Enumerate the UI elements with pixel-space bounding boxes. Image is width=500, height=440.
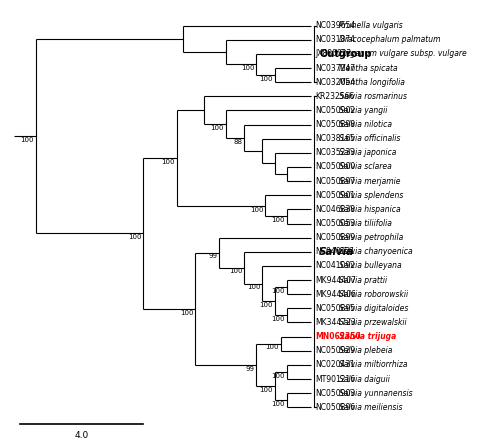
Text: Salvia przewalskii: Salvia przewalskii [340,318,407,327]
Text: Salvia: Salvia [319,247,354,257]
Text: NC035233: NC035233 [315,148,355,158]
Text: Salvia prattii: Salvia prattii [340,275,388,285]
Text: Salvia plebeia: Salvia plebeia [340,346,393,355]
Text: Origanum vulgare subsp. vulgare: Origanum vulgare subsp. vulgare [340,49,467,59]
Text: 100: 100 [250,206,264,213]
Text: 99: 99 [246,366,254,372]
Text: NC041092: NC041092 [315,261,355,271]
Text: NC050903: NC050903 [315,389,355,398]
Text: Salvia hispanica: Salvia hispanica [340,205,401,214]
Text: Salvia yangii: Salvia yangii [340,106,388,115]
Text: NC031874: NC031874 [315,35,355,44]
Text: Salvia rosmarinus: Salvia rosmarinus [340,92,407,101]
Text: NC050898: NC050898 [315,120,355,129]
Text: Mentha longifolia: Mentha longifolia [340,77,406,87]
Text: Salvia digitaloides: Salvia digitaloides [340,304,409,313]
Text: NC038165: NC038165 [315,134,355,143]
Text: NC050053: NC050053 [315,219,355,228]
Text: Salvia splendens: Salvia splendens [340,191,404,200]
Text: Salvia yunnanensis: Salvia yunnanensis [340,389,413,398]
Text: NC050901: NC050901 [315,191,355,200]
Text: Dracocephalum palmatum: Dracocephalum palmatum [340,35,441,44]
Text: Salvia officinalis: Salvia officinalis [340,134,401,143]
Text: NC050896: NC050896 [315,403,355,412]
Text: NC050929: NC050929 [315,346,355,355]
Text: JX880022: JX880022 [315,49,351,59]
Text: 100: 100 [128,234,141,240]
Text: NC050899: NC050899 [315,233,355,242]
Text: Salvia japonica: Salvia japonica [340,148,397,158]
Text: MK344723: MK344723 [315,318,356,327]
Text: Salvia chanyoenica: Salvia chanyoenica [340,247,413,257]
Text: 100: 100 [229,268,242,275]
Text: NC040121: NC040121 [315,247,355,257]
Text: MK944407: MK944407 [315,275,356,285]
Text: 100: 100 [272,373,285,379]
Text: 100: 100 [210,125,224,131]
Text: 100: 100 [20,137,34,143]
Text: MN062350: MN062350 [315,332,360,341]
Text: Salvia nilotica: Salvia nilotica [340,120,392,129]
Text: 100: 100 [272,217,285,223]
Text: Salvia miltiorrhiza: Salvia miltiorrhiza [340,360,408,370]
Text: 100: 100 [180,309,194,315]
Text: Salvia meiliensis: Salvia meiliensis [340,403,403,412]
Text: Salvia merjamie: Salvia merjamie [340,176,401,186]
Text: Salvia trijuga: Salvia trijuga [340,332,396,341]
Text: Mentha spicata: Mentha spicata [340,63,398,73]
Text: NC050895: NC050895 [315,304,355,313]
Text: 100: 100 [272,401,285,407]
Text: 100: 100 [260,76,273,82]
Text: Salvia bulleyana: Salvia bulleyana [340,261,402,271]
Text: NC046838: NC046838 [315,205,355,214]
Text: 100: 100 [266,345,279,350]
Text: Outgroup: Outgroup [319,49,372,59]
Text: MT901216: MT901216 [315,374,355,384]
Text: 100: 100 [272,316,285,322]
Text: 88: 88 [234,139,242,144]
Text: MK944406: MK944406 [315,290,356,299]
Text: Salvia tiliifolia: Salvia tiliifolia [340,219,392,228]
Text: NC050897: NC050897 [315,176,355,186]
Text: 100: 100 [260,387,273,393]
Text: NC050900: NC050900 [315,162,355,172]
Text: Prunella vulgaris: Prunella vulgaris [340,21,403,30]
Text: 4.0: 4.0 [74,431,88,440]
Text: Salvia petrophila: Salvia petrophila [340,233,404,242]
Text: 99: 99 [209,253,218,260]
Text: 100: 100 [247,284,260,290]
Text: 100: 100 [272,288,285,294]
Text: Salvia roborowskii: Salvia roborowskii [340,290,408,299]
Text: KR232566: KR232566 [315,92,354,101]
Text: 100: 100 [260,302,273,308]
Text: Salvia sclarea: Salvia sclarea [340,162,392,172]
Text: NC039654: NC039654 [315,21,355,30]
Text: NC037247: NC037247 [315,63,355,73]
Text: NC020431: NC020431 [315,360,355,370]
Text: 100: 100 [162,159,175,165]
Text: 100: 100 [241,65,254,71]
Text: NC032054: NC032054 [315,77,355,87]
Text: Salvia daiguii: Salvia daiguii [340,374,390,384]
Text: NC050902: NC050902 [315,106,355,115]
